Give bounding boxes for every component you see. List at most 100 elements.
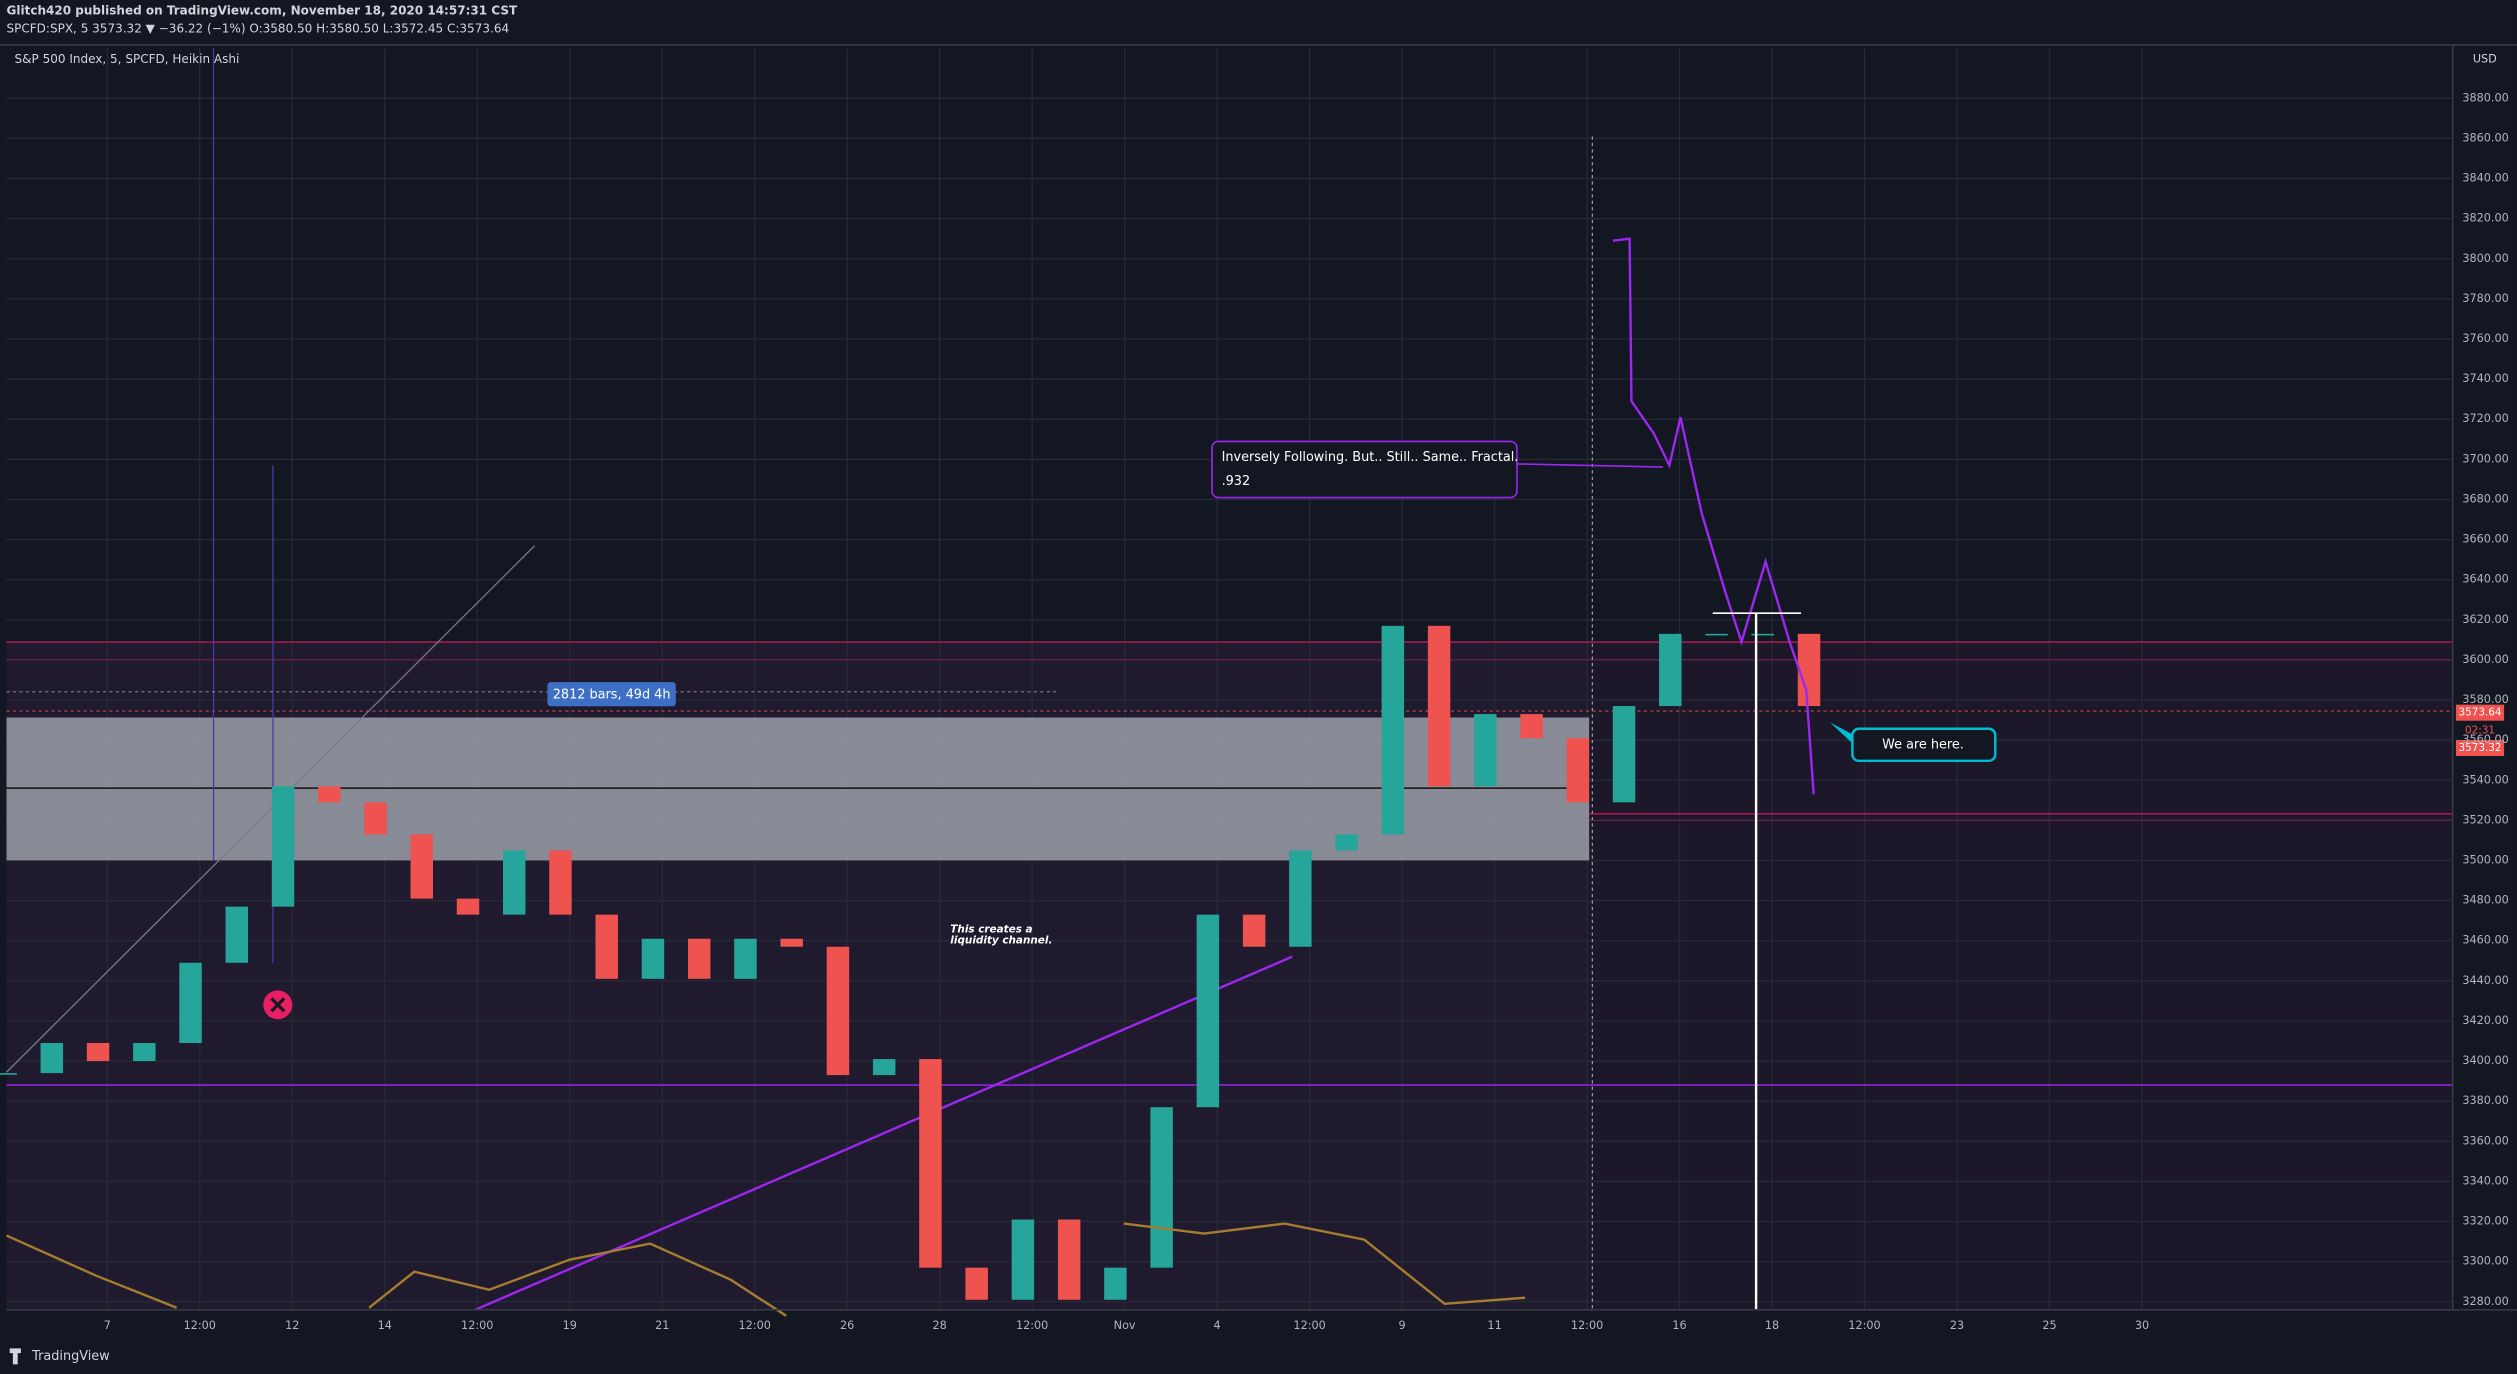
candle xyxy=(1011,1219,1035,1300)
candle xyxy=(1705,633,1728,636)
candle xyxy=(549,850,572,915)
price-tag-text: 3573.32 xyxy=(2458,742,2501,754)
y-tick-label: 3640.00 xyxy=(2462,573,2508,586)
y-tick-label: 3340.00 xyxy=(2462,1174,2508,1187)
note-text: liquidity channel. xyxy=(950,935,1052,947)
candle xyxy=(826,946,850,1076)
y-tick-label: 3520.00 xyxy=(2462,813,2508,826)
y-tick-label: 3620.00 xyxy=(2462,613,2508,626)
candle xyxy=(40,1043,64,1074)
candle xyxy=(1196,914,1220,1108)
callout-pointer xyxy=(1516,463,1664,468)
y-tick-label: 3320.00 xyxy=(2462,1215,2508,1228)
y-tick-label: 3500.00 xyxy=(2462,853,2508,866)
footer xyxy=(0,1338,2517,1374)
candle xyxy=(86,1043,110,1062)
y-tick-label: 3580.00 xyxy=(2462,693,2508,706)
candle xyxy=(1566,738,1590,803)
candle xyxy=(1242,914,1266,947)
candle xyxy=(456,898,480,915)
candle xyxy=(1520,714,1543,739)
x-tick-label: 12:00 xyxy=(1016,1319,1048,1332)
currency-label: USD xyxy=(2473,52,2497,65)
zone-shade xyxy=(1589,642,2453,1310)
x-tick-label: 12:00 xyxy=(1293,1319,1325,1332)
y-tick-label: 3360.00 xyxy=(2462,1134,2508,1147)
candle xyxy=(1381,625,1405,835)
x-tick-label: 12 xyxy=(285,1319,299,1332)
y-tick-label: 3700.00 xyxy=(2462,452,2508,465)
y-tick-label: 3460.00 xyxy=(2462,934,2508,947)
x-tick-label: 11 xyxy=(1487,1319,1501,1332)
y-tick-label: 3440.00 xyxy=(2462,974,2508,987)
x-tick-label: 25 xyxy=(2042,1319,2056,1332)
candle xyxy=(179,962,202,1044)
y-tick-label: 3780.00 xyxy=(2462,292,2508,305)
y-tick-label: 3680.00 xyxy=(2462,492,2508,505)
series-line xyxy=(1123,1222,1526,1306)
publisher: Glitch420 published on TradingView.com, … xyxy=(6,4,518,18)
x-tick-label: 7 xyxy=(104,1319,111,1332)
x-tick-label: 14 xyxy=(378,1319,392,1332)
x-tick-label: 16 xyxy=(1672,1319,1686,1332)
y-tick-label: 3720.00 xyxy=(2462,412,2508,425)
candle xyxy=(1751,633,1775,636)
y-tick-label: 3540.00 xyxy=(2462,773,2508,786)
callout-text: .932 xyxy=(1222,474,1251,489)
y-tick-label: 3880.00 xyxy=(2462,91,2508,104)
price-tag-text: 3573.64 xyxy=(2458,707,2501,719)
x-tick-label: 12:00 xyxy=(184,1319,216,1332)
x-tick-label: 28 xyxy=(933,1319,947,1332)
candle xyxy=(1612,706,1636,803)
candle xyxy=(364,802,387,835)
y-tick-label: 3660.00 xyxy=(2462,533,2508,546)
brand: TradingView xyxy=(31,1349,110,1364)
candle xyxy=(502,850,526,915)
cross-icon xyxy=(270,997,286,1013)
candle xyxy=(687,938,711,979)
logo xyxy=(9,1348,21,1365)
candle xyxy=(271,786,295,907)
x-tick-label: 9 xyxy=(1399,1319,1406,1332)
candle xyxy=(133,1043,156,1062)
candle xyxy=(1335,834,1358,851)
candle xyxy=(641,938,665,979)
candle xyxy=(225,906,249,963)
y-tick-label: 3300.00 xyxy=(2462,1255,2508,1268)
x-tick-label: 4 xyxy=(1214,1319,1221,1332)
series-layer xyxy=(0,237,1821,1317)
price-tag-text: 02:31 xyxy=(2465,724,2495,736)
x-tick-label: Nov xyxy=(1114,1319,1136,1332)
y-tick-label: 3760.00 xyxy=(2462,332,2508,345)
candle xyxy=(919,1059,942,1268)
y-tick-label: 3820.00 xyxy=(2462,212,2508,225)
quote-line: SPCFD:SPX, 5 3573.32 ▼ −36.22 (−1%) O:35… xyxy=(6,21,509,35)
y-tick-label: 3420.00 xyxy=(2462,1014,2508,1027)
y-tick-label: 3800.00 xyxy=(2462,252,2508,265)
range-label: 2812 bars, 49d 4h xyxy=(553,688,671,703)
x-tick-label: 12:00 xyxy=(1571,1319,1603,1332)
y-tick-label: 3840.00 xyxy=(2462,172,2508,185)
series-line xyxy=(5,1234,178,1309)
y-tick-label: 3480.00 xyxy=(2462,894,2508,907)
y-tick-label: 3400.00 xyxy=(2462,1054,2508,1067)
series-line xyxy=(368,1242,787,1317)
candle xyxy=(1427,625,1451,787)
candle xyxy=(318,786,341,803)
x-tick-label: 26 xyxy=(840,1319,854,1332)
candle xyxy=(410,834,433,899)
y-tick-label: 3380.00 xyxy=(2462,1094,2508,1107)
candle xyxy=(872,1059,896,1076)
candle xyxy=(1057,1219,1081,1300)
price-tag xyxy=(2455,722,2505,739)
candle xyxy=(1659,633,1682,707)
x-tick-label: 21 xyxy=(655,1319,669,1332)
range-label-box xyxy=(547,682,676,707)
candle xyxy=(1104,1267,1127,1300)
candle xyxy=(734,938,757,979)
x-tick-label: 19 xyxy=(563,1319,577,1332)
callout-text: Inversely Following. But.. Still.. Same.… xyxy=(1222,450,1519,465)
candle xyxy=(1474,714,1497,787)
x-tick-label: 23 xyxy=(1950,1319,1964,1332)
